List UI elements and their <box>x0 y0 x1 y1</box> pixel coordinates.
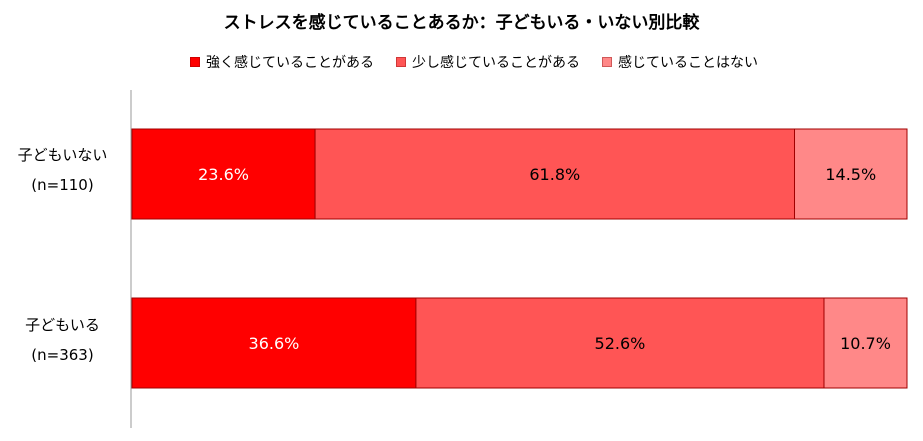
data-label-some-0: 61.8% <box>529 165 580 184</box>
legend-item-none: 感じていることはない <box>602 52 758 72</box>
legend-swatch-strong <box>190 57 200 67</box>
category-label-no-children: 子どもいない (n=110) <box>0 140 125 200</box>
data-label-none-1: 10.7% <box>840 334 891 353</box>
bar-none-1 <box>823 297 908 389</box>
legend-label-strong: 強く感じていることがある <box>206 55 374 71</box>
legend-swatch-none <box>602 57 612 67</box>
chart-title: ストレスを感じていることあるか：子どもいる・いない別比較 <box>223 13 700 33</box>
bar-strong-1 <box>131 297 417 389</box>
bar-some-0 <box>314 128 796 220</box>
category-n: (n=363) <box>31 346 94 364</box>
bar-some-1 <box>415 297 825 389</box>
category-n: (n=110) <box>31 176 94 194</box>
bar-strong-0 <box>131 128 316 220</box>
data-label-strong-0: 23.6% <box>198 165 249 184</box>
category-label-with-children: 子どもいる (n=363) <box>0 310 125 370</box>
legend-swatch-some <box>396 57 406 67</box>
legend: 強く感じていることがある 少し感じていることがある 感じていることはない <box>190 52 758 72</box>
legend-item-some: 少し感じていることがある <box>396 52 580 72</box>
category-name: 子どもいる <box>25 316 100 334</box>
data-label-strong-1: 36.6% <box>249 334 300 353</box>
data-label-some-1: 52.6% <box>595 334 646 353</box>
data-label-none-0: 14.5% <box>825 165 876 184</box>
legend-label-some: 少し感じていることがある <box>412 55 580 71</box>
bar-none-0 <box>794 128 908 220</box>
legend-label-none: 感じていることはない <box>618 55 758 71</box>
legend-item-strong: 強く感じていることがある <box>190 52 374 72</box>
category-name: 子どもいない <box>17 146 108 164</box>
